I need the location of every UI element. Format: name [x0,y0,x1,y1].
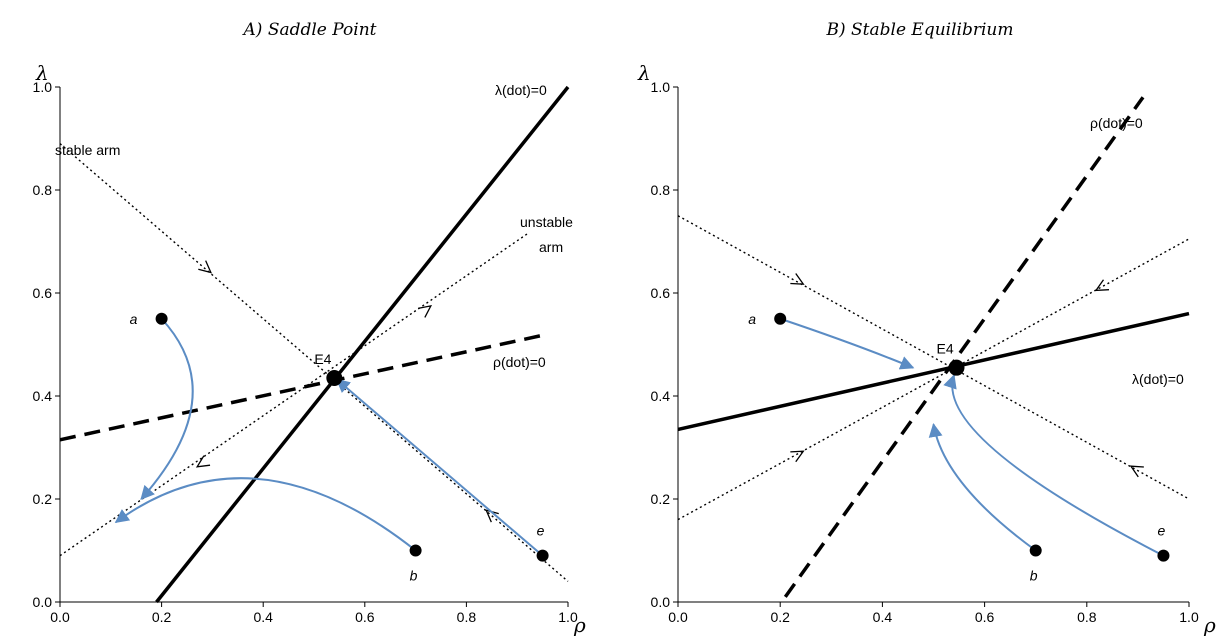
x-tick-label: 0.0 [668,609,688,625]
trajectory-b [928,422,1037,552]
unstable-arm-arrow [417,304,433,318]
trajectories [779,317,1164,557]
y-tick-label: 0.2 [651,491,671,507]
equilibrium-point [948,359,965,376]
x-tick-label: 1.0 [558,609,578,625]
axis-ticks: 0.0 0.2 0.4 0.6 0.8 1.0 0.0 0.2 0.4 0.6 0.8 1.0 [651,79,1199,625]
y-tick-label: 0.6 [651,285,671,301]
x-tick-label: 1.0 [1179,609,1199,625]
y-tick-label: 0.8 [651,182,671,198]
x-tick-label: 0.8 [1077,609,1097,625]
lambda-nullcline [677,311,1190,432]
y-tick-label: 1.0 [651,79,671,95]
lambda-nullcline-label: λ(dot)=0 [495,82,547,98]
stable-arm [59,143,569,582]
panel-stable-equilibrium: B) Stable Equilibrium λ ρ 0.0 0.2 0.4 0.6 0.… [637,20,1216,637]
x-tick-label: 0.2 [770,609,790,625]
y-tick-label: 0.0 [33,594,53,610]
points: a b e [748,311,1170,584]
point-e [1157,549,1170,562]
y-tick-label: 0.6 [33,285,53,301]
trajectory-b [114,477,417,552]
lambda-nullcline [155,85,570,604]
panel-title: A) Saddle Point [242,20,377,40]
point-label: e [537,523,545,539]
x-axis-label: ρ [573,613,586,637]
convergence-arrow [790,450,805,463]
x-tick-label: 0.6 [975,609,995,625]
point-label: b [410,568,418,584]
point-a [774,312,787,325]
lambda-nullcline-label: λ(dot)=0 [1132,371,1184,387]
point-label: a [748,311,756,327]
y-axis-label: λ [35,61,49,85]
y-axis-label: λ [637,61,651,85]
panel-title: B) Stable Equilibrium [826,20,1014,40]
stable-arm-arrow [198,260,213,274]
x-axis-label: ρ [1203,613,1216,637]
trajectories [114,318,544,557]
unstable-arm-label-line1: unstable [520,214,573,230]
points: a b e [130,311,549,584]
stable-arm-arrow [485,509,499,523]
equilibrium-point [326,369,343,386]
point-e [536,549,549,562]
x-tick-label: 0.8 [457,609,477,625]
nullclines-and-arms [59,85,570,604]
panel-saddle-point: A) Saddle Point λ ρ 0.0 0.2 0.4 0.6 0.8 1.00.… [33,20,586,637]
unstable-arm [59,233,528,557]
point-label: a [130,311,138,327]
point-b [1029,544,1042,557]
x-tick-label: 0.0 [50,609,70,625]
unstable-arm-arrow [195,455,211,468]
rho-nullcline [783,96,1145,598]
y-tick-label: 0.8 [33,182,53,198]
trajectory-e [335,378,544,557]
y-tick-label: 0.2 [33,491,53,507]
y-tick-label: 0.0 [651,594,671,610]
convergence-arrow [1094,279,1110,292]
y-tick-label: 0.4 [651,388,671,404]
point-label: e [1157,523,1165,539]
trajectory-a [779,317,915,370]
rho-nullcline-label: ρ(dot)=0 [1090,115,1143,131]
axis-ticks: 0.0 0.2 0.4 0.6 0.8 1.0 0.0 0.2 0.4 0.6 0.8 1.0 [33,79,578,625]
equilibrium-label: E4 [314,351,331,367]
rho-nullcline-label: ρ(dot)=0 [493,354,546,370]
trajectory-e [943,374,1164,557]
x-tick-label: 0.2 [152,609,172,625]
y-tick-label: 1.0 [33,79,53,95]
convergent-line-up [677,238,1190,521]
x-tick-label: 0.6 [355,609,375,625]
unstable-arm-label-line2: arm [539,239,563,255]
convergent-line-down [677,215,1190,500]
convergence-arrow [1129,465,1144,478]
y-tick-label: 0.4 [33,388,53,404]
stable-arm-label: stable arm [55,142,120,158]
x-tick-label: 0.4 [873,609,893,625]
point-a [155,312,168,325]
nullclines-and-arms [677,96,1190,598]
trajectory-a [140,318,194,501]
equilibrium-label: E4 [936,341,953,357]
point-label: b [1030,568,1038,584]
rho-nullcline [59,332,549,442]
point-b [409,544,422,557]
x-tick-label: 0.4 [253,609,273,625]
convergence-arrow [790,273,805,285]
